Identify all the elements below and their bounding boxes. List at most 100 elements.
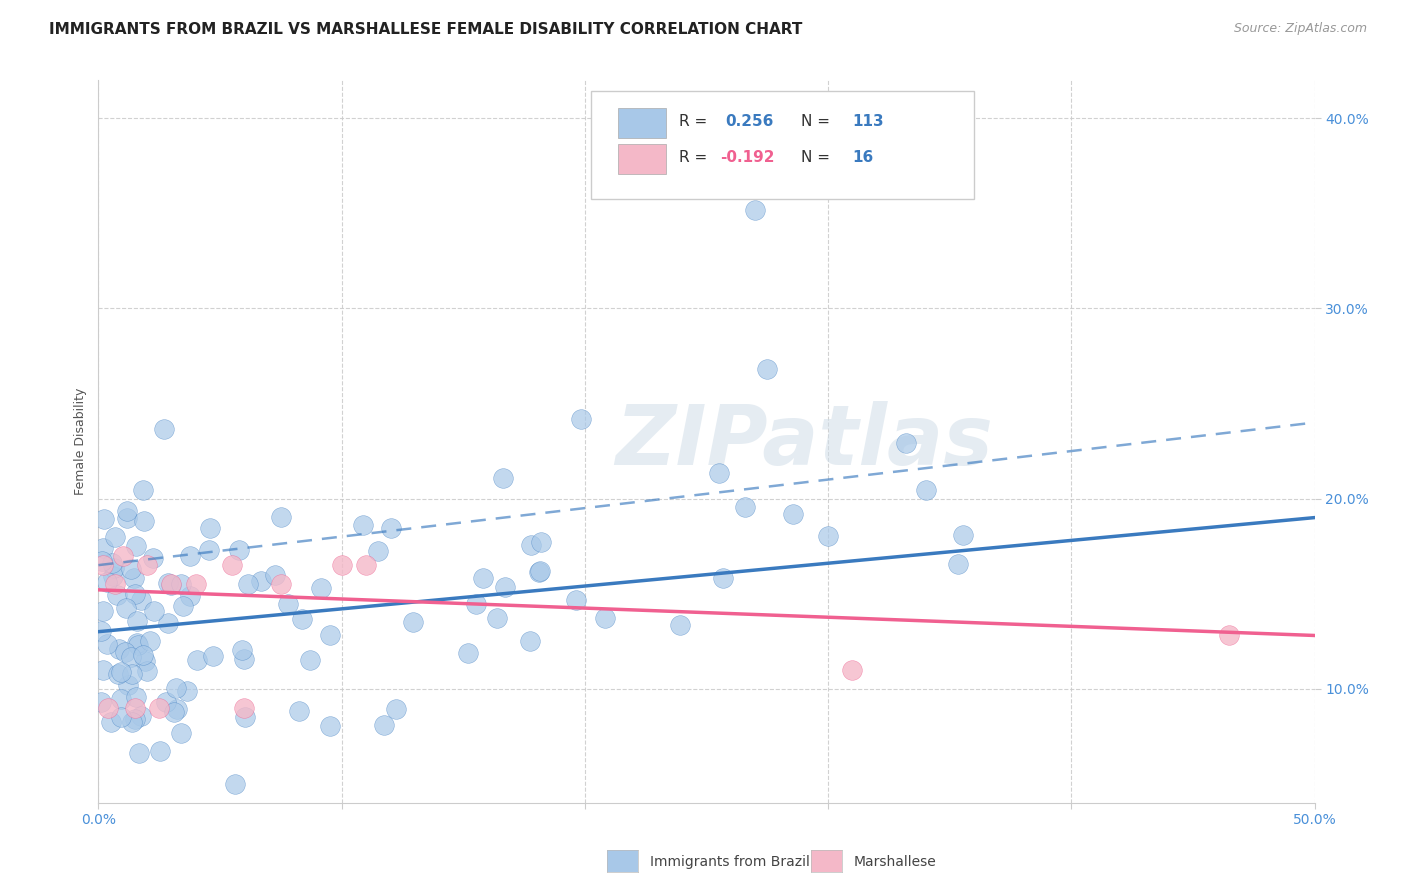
Point — [93, 512, 115, 526]
FancyBboxPatch shape — [591, 91, 974, 200]
Point — [198, 542, 221, 557]
Point — [110, 665, 132, 679]
Point — [160, 577, 183, 591]
Point — [128, 746, 150, 760]
Point — [464, 597, 486, 611]
Point — [110, 709, 132, 723]
Point — [894, 435, 917, 450]
Point — [120, 562, 142, 576]
Text: Immigrants from Brazil: Immigrants from Brazil — [650, 855, 810, 869]
Point — [103, 560, 125, 574]
Point — [179, 589, 201, 603]
Point — [101, 557, 124, 571]
Point — [221, 558, 243, 573]
Y-axis label: Female Disability: Female Disability — [75, 388, 87, 495]
Point — [841, 663, 863, 677]
Point — [104, 577, 127, 591]
Point — [170, 577, 193, 591]
Point — [354, 558, 377, 573]
Point — [457, 646, 479, 660]
Point — [155, 695, 177, 709]
Point — [152, 422, 174, 436]
Point — [519, 633, 541, 648]
Point — [291, 612, 314, 626]
Point — [135, 665, 157, 679]
Text: Marshallese: Marshallese — [853, 855, 936, 869]
Point — [311, 581, 333, 595]
Point — [117, 678, 139, 692]
Point — [111, 549, 134, 563]
Point — [288, 704, 311, 718]
Point — [90, 624, 112, 639]
Point — [129, 593, 152, 607]
Point — [156, 615, 179, 630]
Point — [121, 667, 143, 681]
Point — [110, 691, 132, 706]
Text: N =: N = — [801, 150, 831, 165]
Text: N =: N = — [801, 114, 831, 129]
Point — [160, 577, 183, 591]
Point — [486, 610, 509, 624]
Point — [319, 718, 342, 732]
Point — [782, 507, 804, 521]
Point — [115, 600, 138, 615]
Point — [101, 568, 124, 582]
Point — [91, 541, 114, 555]
Text: 113: 113 — [852, 114, 884, 129]
Point — [352, 517, 374, 532]
Point — [184, 577, 207, 591]
Point — [571, 412, 593, 426]
Point — [139, 634, 162, 648]
Point — [402, 615, 425, 630]
Point — [233, 652, 256, 666]
Point — [233, 709, 256, 723]
Point — [165, 681, 187, 695]
Point — [529, 565, 551, 579]
Text: -0.192: -0.192 — [720, 150, 775, 165]
Point — [367, 543, 389, 558]
Point — [132, 648, 155, 662]
Point — [115, 504, 138, 518]
Point — [707, 466, 730, 480]
Point — [529, 564, 551, 578]
Point — [125, 690, 148, 704]
Point — [169, 726, 191, 740]
Point — [228, 542, 250, 557]
Point — [744, 202, 766, 217]
Point — [127, 638, 149, 652]
Point — [565, 593, 588, 607]
Point — [520, 538, 543, 552]
Point — [122, 571, 145, 585]
Point — [149, 744, 172, 758]
Point — [734, 500, 756, 515]
Point — [231, 642, 253, 657]
Point — [330, 558, 353, 573]
Point — [124, 700, 146, 714]
Text: R =: R = — [679, 150, 707, 165]
FancyBboxPatch shape — [617, 144, 666, 174]
Point — [129, 708, 152, 723]
Point — [96, 637, 118, 651]
Point — [472, 571, 495, 585]
Point — [250, 574, 273, 589]
Point — [115, 511, 138, 525]
Point — [385, 702, 408, 716]
Point — [124, 586, 146, 600]
Point — [914, 483, 936, 498]
Point — [530, 534, 553, 549]
Text: R =: R = — [679, 114, 707, 129]
Point — [143, 604, 166, 618]
FancyBboxPatch shape — [617, 108, 666, 138]
Point — [125, 636, 148, 650]
Point — [492, 471, 515, 485]
Point — [157, 576, 180, 591]
Point — [162, 705, 184, 719]
Point — [91, 558, 114, 573]
Point — [104, 530, 127, 544]
Point — [134, 654, 156, 668]
Point — [233, 700, 256, 714]
Point — [121, 715, 143, 730]
Point — [97, 700, 120, 714]
Point — [132, 483, 155, 497]
Point — [669, 618, 692, 632]
